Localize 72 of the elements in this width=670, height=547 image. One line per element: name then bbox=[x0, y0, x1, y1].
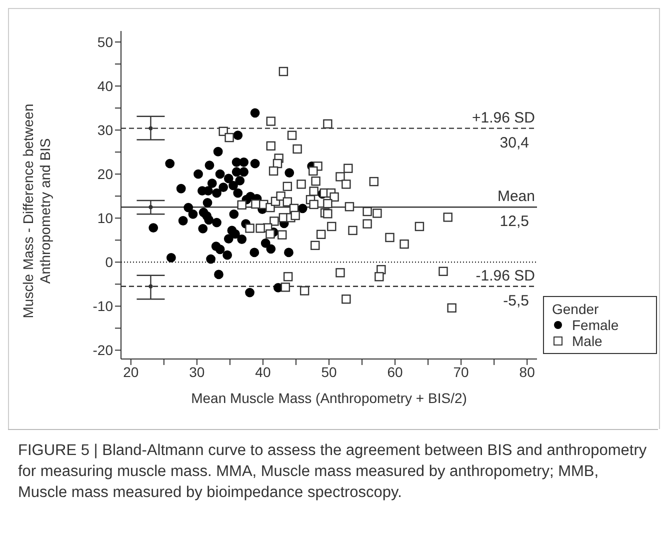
point bbox=[215, 244, 225, 254]
legend-label: Female bbox=[572, 317, 619, 333]
ref-line-label: +1.96 SD bbox=[472, 109, 536, 126]
point bbox=[250, 248, 260, 258]
point bbox=[206, 254, 216, 264]
point bbox=[214, 270, 224, 280]
point bbox=[198, 224, 208, 234]
annotation: -5,5 bbox=[503, 292, 529, 310]
x-tick-label: 50 bbox=[321, 364, 337, 380]
point bbox=[148, 205, 153, 210]
point bbox=[178, 216, 188, 226]
point bbox=[239, 167, 249, 177]
point bbox=[213, 146, 223, 156]
point bbox=[204, 160, 214, 170]
point bbox=[224, 234, 234, 244]
y-tick-label: 50 bbox=[97, 34, 114, 50]
point bbox=[194, 169, 203, 179]
point bbox=[224, 174, 234, 184]
y-tick-label: 20 bbox=[97, 166, 114, 182]
point bbox=[250, 108, 260, 118]
y-tick-label: 0 bbox=[105, 254, 114, 270]
point bbox=[284, 248, 294, 258]
y-tick-label: 10 bbox=[97, 210, 114, 226]
x-tick-label: 80 bbox=[519, 364, 536, 380]
point bbox=[298, 204, 308, 214]
caption: FIGURE 5 | Bland-Altmann curve to assess the agreement between BIS and anthropometry for measuring muscle mass. MMA, Muscle mass measured by anthropometry; MMB, Muscle mass measured by bioimpedance spectroscopy. bbox=[18, 441, 648, 503]
point bbox=[237, 234, 247, 244]
y-axis-title: Muscle Mass - Difference between Anthropometry and BIS bbox=[20, 102, 54, 320]
point bbox=[188, 209, 198, 219]
legend-title: Gender bbox=[552, 301, 600, 317]
point bbox=[239, 158, 249, 167]
point bbox=[184, 202, 194, 212]
point bbox=[230, 229, 240, 239]
point bbox=[229, 209, 239, 219]
point bbox=[250, 158, 260, 168]
ref-line-label: -1.96 SD bbox=[476, 267, 536, 284]
point bbox=[202, 198, 212, 208]
x-axis-title: Mean Muscle Mass (Anthropometry + BIS/2) bbox=[191, 390, 467, 406]
point bbox=[235, 176, 245, 186]
y-tick-label: -20 bbox=[92, 342, 114, 358]
point bbox=[245, 288, 254, 298]
y-tick-label: 40 bbox=[97, 78, 114, 94]
point bbox=[266, 244, 276, 254]
point bbox=[212, 218, 222, 228]
point bbox=[204, 215, 214, 225]
x-tick-label: 20 bbox=[123, 364, 139, 380]
annotation: 30,4 bbox=[500, 134, 529, 152]
x-tick-label: 30 bbox=[189, 364, 205, 380]
point bbox=[166, 253, 176, 262]
point bbox=[148, 126, 153, 130]
point bbox=[233, 188, 243, 198]
point bbox=[260, 238, 270, 248]
point bbox=[218, 182, 228, 192]
x-tick-label: 60 bbox=[387, 364, 404, 380]
x-tick-label: 40 bbox=[255, 364, 271, 380]
legend-label: Male bbox=[572, 333, 602, 349]
point bbox=[222, 250, 232, 260]
point bbox=[233, 130, 243, 140]
y-tick-label: -10 bbox=[92, 298, 114, 314]
point bbox=[284, 168, 294, 178]
point bbox=[207, 178, 217, 188]
annotation: 12,5 bbox=[500, 213, 529, 230]
point bbox=[228, 180, 238, 190]
point bbox=[212, 188, 222, 198]
point bbox=[148, 284, 153, 288]
x-tick-label: 70 bbox=[453, 364, 470, 380]
point bbox=[215, 169, 225, 179]
point bbox=[176, 184, 186, 194]
y-tick-label: 30 bbox=[97, 122, 114, 138]
ref-line-label: Mean bbox=[497, 188, 535, 206]
point bbox=[165, 158, 175, 168]
point bbox=[148, 223, 158, 232]
